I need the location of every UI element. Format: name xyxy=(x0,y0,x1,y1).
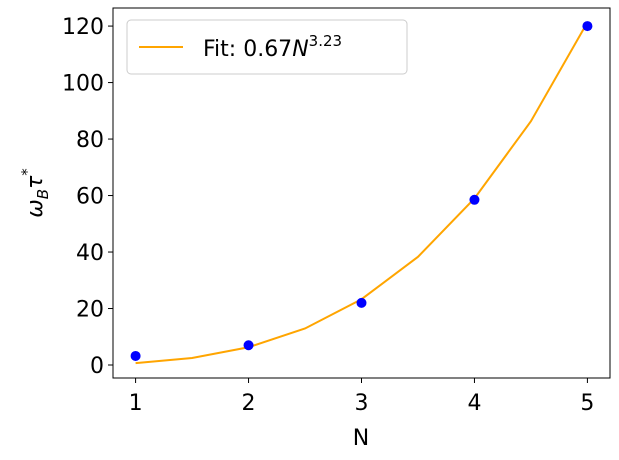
y-label-part: B xyxy=(34,189,52,199)
x-tick-label: 4 xyxy=(467,391,481,416)
x-tick-label: 5 xyxy=(580,391,594,416)
legend-text: N xyxy=(292,37,308,62)
y-axis-label: ωBτ* xyxy=(18,168,52,218)
y-tick-label: 60 xyxy=(76,185,104,210)
y-label-part: * xyxy=(18,168,36,176)
y-tick-label: 40 xyxy=(76,241,104,266)
point xyxy=(469,194,480,205)
y-tick-label: 0 xyxy=(90,354,104,379)
legend-text: Fit: 0.67 xyxy=(203,37,292,62)
y-label-part: ω xyxy=(23,199,48,217)
point xyxy=(130,350,141,361)
legend-label: Fit: 0.67N3.23 xyxy=(203,32,342,62)
point xyxy=(582,21,593,32)
y-tick-label: 20 xyxy=(76,298,104,323)
y-tick-label: 120 xyxy=(62,15,104,40)
y-tick-label: 80 xyxy=(76,128,104,153)
x-axis-label: N xyxy=(353,426,369,451)
x-tick-label: 3 xyxy=(355,391,369,416)
point xyxy=(356,297,367,308)
x-tick-label: 1 xyxy=(129,391,143,416)
point xyxy=(243,340,254,351)
y-label-part: τ xyxy=(23,175,48,189)
y-tick-label: 100 xyxy=(62,72,104,97)
legend-box xyxy=(126,19,408,75)
x-tick-label: 2 xyxy=(242,391,256,416)
legend-text: 3.23 xyxy=(309,32,342,50)
